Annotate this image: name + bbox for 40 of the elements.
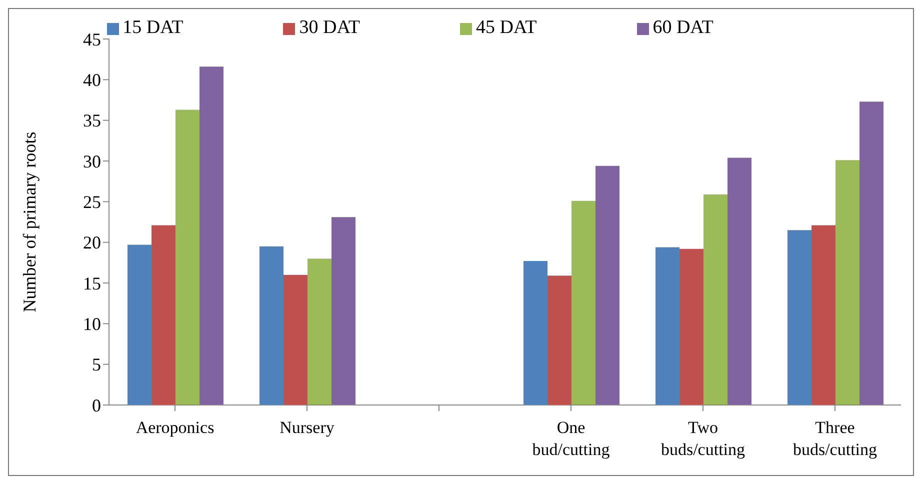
bar xyxy=(307,258,332,405)
bar xyxy=(859,102,884,405)
bar xyxy=(571,200,596,405)
bar xyxy=(523,261,548,405)
x-tick-label: Two buds/cutting xyxy=(660,418,746,459)
y-axis-title: Number of primary roots xyxy=(19,132,40,312)
bar xyxy=(595,166,620,405)
y-tick-label: 10 xyxy=(83,314,101,334)
bar xyxy=(727,158,752,405)
bar xyxy=(151,225,176,405)
x-tick-label: Three buds/cutting xyxy=(792,418,878,459)
y-tick-label: 30 xyxy=(83,151,101,172)
y-tick-label: 5 xyxy=(92,354,101,375)
bar xyxy=(175,110,200,405)
bar xyxy=(787,230,812,405)
bar xyxy=(283,274,308,405)
bar xyxy=(127,244,152,405)
y-tick-label: 20 xyxy=(83,232,101,253)
bar xyxy=(547,276,572,405)
y-tick-label: 0 xyxy=(92,395,101,416)
y-tick-label: 15 xyxy=(83,273,101,294)
bar xyxy=(703,194,728,405)
bar xyxy=(811,225,836,405)
x-tick-label: Aeroponics xyxy=(136,418,214,437)
bar xyxy=(199,66,224,405)
y-tick-label: 45 xyxy=(83,29,101,50)
x-tick-label: Nursery xyxy=(280,418,335,437)
bar xyxy=(655,247,680,405)
y-tick-label: 25 xyxy=(83,192,101,212)
legend-label: 15 DAT xyxy=(122,17,184,38)
x-tick-label: One bud/cutting xyxy=(532,418,610,459)
y-tick-label: 35 xyxy=(83,110,101,131)
legend-label: 60 DAT xyxy=(652,17,714,38)
legend-label: 45 DAT xyxy=(476,17,537,38)
y-tick-label: 40 xyxy=(83,70,101,90)
bar xyxy=(835,160,860,405)
bar xyxy=(331,217,356,405)
bar xyxy=(259,246,284,405)
legend-label: 30 DAT xyxy=(299,17,360,38)
bar xyxy=(679,248,704,405)
